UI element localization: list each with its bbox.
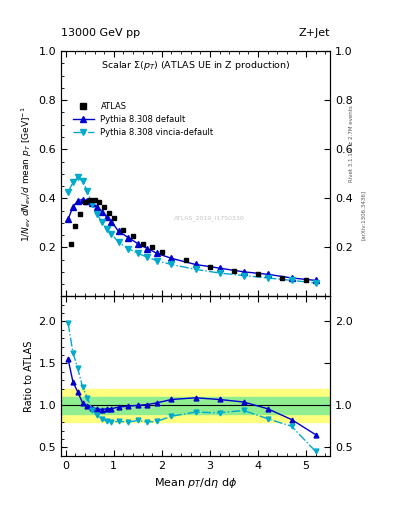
Text: [arXiv:1306.3436]: [arXiv:1306.3436] — [361, 190, 366, 240]
Y-axis label: $1/N_{ev}$ $dN_{ev}/d$ mean $p_T$ [GeV]$^{-1}$: $1/N_{ev}$ $dN_{ev}/d$ mean $p_T$ [GeV]$… — [20, 106, 34, 242]
Text: 13000 GeV pp: 13000 GeV pp — [61, 28, 140, 38]
Text: ATLAS_2019_I1750330: ATLAS_2019_I1750330 — [174, 215, 244, 221]
Bar — [61, 389, 330, 422]
Legend: ATLAS, Pythia 8.308 default, Pythia 8.308 vincia-default: ATLAS, Pythia 8.308 default, Pythia 8.30… — [70, 99, 216, 140]
Text: Scalar $\Sigma(p_T)$ (ATLAS UE in Z production): Scalar $\Sigma(p_T)$ (ATLAS UE in Z prod… — [101, 58, 290, 72]
Text: Rivet 3.1.10, ≥ 2.7M events: Rivet 3.1.10, ≥ 2.7M events — [349, 105, 354, 182]
Y-axis label: Ratio to ATLAS: Ratio to ATLAS — [24, 340, 34, 412]
Bar — [61, 397, 330, 414]
Text: Z+Jet: Z+Jet — [299, 28, 330, 38]
X-axis label: Mean $p_T$/d$\eta$ d$\phi$: Mean $p_T$/d$\eta$ d$\phi$ — [154, 476, 237, 490]
